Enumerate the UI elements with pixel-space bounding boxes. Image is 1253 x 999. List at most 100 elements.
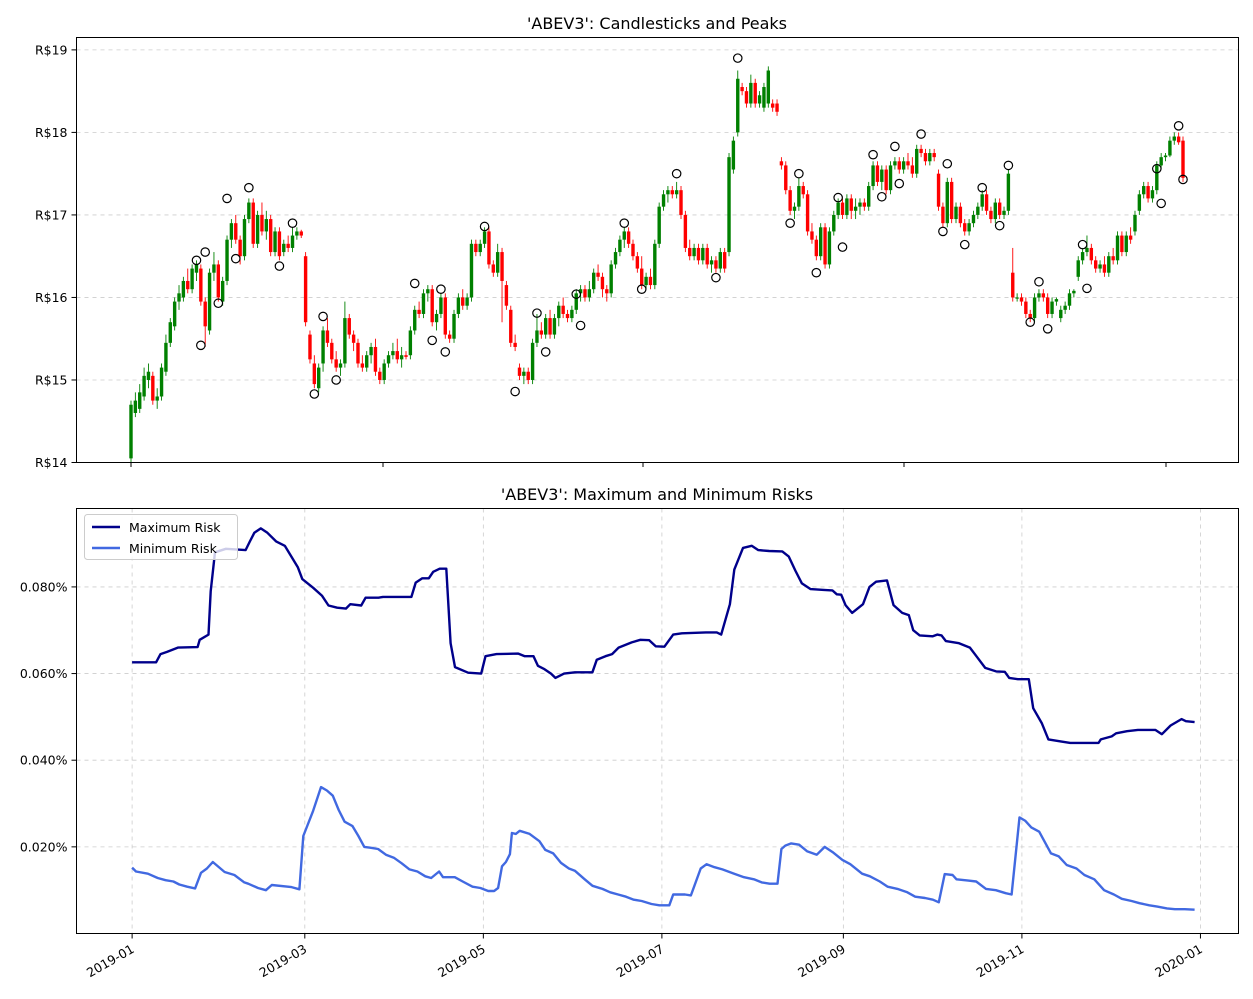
candle-body <box>1019 297 1024 302</box>
candle <box>640 256 644 290</box>
candle <box>360 355 365 372</box>
candle-body <box>273 231 277 253</box>
candle-body <box>491 264 496 273</box>
candle-body <box>679 190 683 215</box>
candle <box>430 285 434 327</box>
candle <box>382 359 386 385</box>
candle-body <box>901 161 906 170</box>
candle-body <box>404 355 408 357</box>
candle <box>963 219 967 236</box>
candle <box>386 351 391 368</box>
candle-body <box>482 231 487 244</box>
candle <box>605 285 609 302</box>
candle <box>504 280 509 310</box>
candle-body <box>1072 290 1076 294</box>
candle-body <box>1050 301 1054 314</box>
candle <box>421 289 426 319</box>
candlestick-y-tick-label: R$15 <box>35 372 68 387</box>
candle-body <box>513 342 517 347</box>
candle <box>849 194 853 220</box>
candle-body <box>277 231 282 257</box>
candle <box>478 239 482 257</box>
candle-body <box>945 181 949 224</box>
candle <box>517 363 522 380</box>
candle <box>526 367 530 385</box>
candle-body <box>1028 313 1032 319</box>
candle-body <box>976 206 980 215</box>
candlestick-y-tick-label: R$16 <box>35 290 68 305</box>
candle <box>923 148 928 166</box>
peak-marker <box>894 178 905 189</box>
candle-body <box>858 202 862 207</box>
candle-body <box>823 227 827 265</box>
candle <box>1032 293 1037 323</box>
candle-body <box>242 219 247 257</box>
peak-marker <box>532 308 542 318</box>
candle-body <box>954 206 958 220</box>
candle <box>954 202 958 224</box>
candle <box>1163 153 1168 162</box>
candle-body <box>212 264 216 273</box>
candle <box>434 309 439 331</box>
candle <box>251 198 255 248</box>
peak-marker <box>959 239 970 250</box>
candle-body <box>421 293 426 314</box>
candle <box>312 355 317 389</box>
candle <box>919 144 923 158</box>
candle <box>1120 231 1124 257</box>
candlestick-chart-title: 'ABEV3': Candlesticks and Peaks <box>527 14 787 33</box>
candle <box>255 210 260 248</box>
candle-body <box>888 165 893 191</box>
peak-marker <box>1025 317 1036 328</box>
candle <box>260 202 264 236</box>
candle <box>635 252 640 273</box>
candle-body <box>670 190 674 195</box>
candle-body <box>168 322 172 343</box>
candle-body <box>1006 173 1011 211</box>
candle <box>1181 136 1185 182</box>
candle <box>1098 260 1102 273</box>
candle-body <box>653 243 657 286</box>
candle-body <box>1102 264 1107 273</box>
candle <box>338 359 343 376</box>
peak-marker <box>409 278 420 289</box>
candle <box>980 190 984 211</box>
candle-body <box>884 169 888 191</box>
candle <box>875 161 880 187</box>
candle <box>155 388 159 409</box>
candle <box>447 330 452 343</box>
candle-body <box>971 214 976 224</box>
candle-body <box>709 260 714 265</box>
peak-marker <box>1173 121 1184 131</box>
candle <box>330 338 334 364</box>
candle-body <box>1045 297 1050 314</box>
candle-body <box>853 206 858 211</box>
candle-body <box>727 157 731 253</box>
candle <box>247 198 251 224</box>
candle-body <box>260 214 264 232</box>
candle-body <box>840 202 845 215</box>
candle <box>1059 305 1063 323</box>
candle <box>408 326 413 360</box>
candle <box>146 363 151 389</box>
candle <box>1072 289 1076 298</box>
peak-marker <box>427 335 437 346</box>
candle <box>378 367 382 385</box>
candle <box>347 313 351 339</box>
candle-body <box>133 400 138 413</box>
candle-body <box>736 78 740 133</box>
candle-body <box>923 153 928 162</box>
peak-marker <box>942 158 953 169</box>
candle-body <box>779 161 784 166</box>
candle <box>1137 190 1142 215</box>
candle-body <box>949 181 954 220</box>
candle <box>701 243 705 265</box>
candle-body <box>312 363 317 385</box>
candle-body <box>605 289 609 294</box>
candle-body <box>1098 264 1102 269</box>
candle <box>1080 247 1085 265</box>
candle <box>757 91 762 108</box>
candle <box>1006 169 1011 215</box>
candle <box>194 260 199 281</box>
candle <box>679 186 683 220</box>
